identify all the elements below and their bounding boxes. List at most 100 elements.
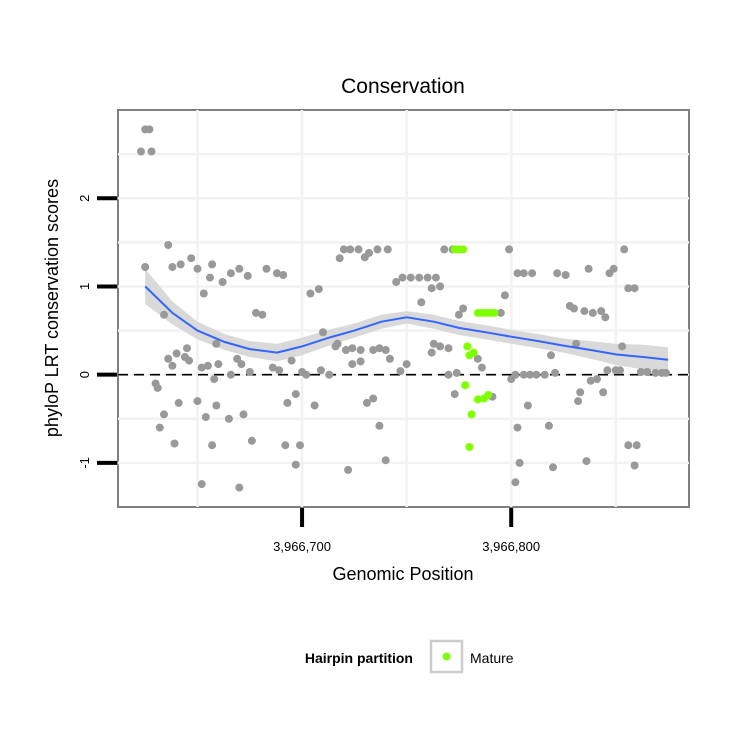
loess-line [144,285,669,361]
y-tick-label: 1 [77,283,92,290]
data-point [547,351,555,360]
y-axis-title: phyloP LRT conservation scores [42,179,62,437]
data-point [199,289,208,298]
data-point [362,398,371,407]
data-point [597,307,606,316]
data-point [185,356,194,365]
data-point [210,375,219,384]
data-point [283,398,292,407]
data-point [444,344,453,353]
data-point [331,342,340,351]
data-point [528,269,537,278]
data-point [532,370,541,379]
data-point [237,360,246,369]
data-point [381,346,390,354]
data-point [452,368,461,377]
data-point [287,356,296,365]
data-point [153,383,162,392]
data-point [593,375,601,384]
data-point [247,436,256,445]
confidence-band [145,268,669,372]
data-point [310,401,319,410]
data-point [344,465,353,474]
data-point [375,421,384,430]
data-point [586,376,595,385]
data-point [168,263,177,271]
data-point [226,370,235,379]
data-point [375,344,384,353]
data-point [632,441,641,450]
data-point [572,339,581,348]
data-point [624,284,633,293]
data-point [208,260,217,269]
data-point [513,269,522,278]
data-point [187,254,196,263]
data-point [459,304,468,313]
data-point [450,390,459,399]
data-point [540,370,549,379]
data-point [291,390,300,399]
data-point [218,278,227,286]
data-point [164,241,173,249]
y-tick-label: 2 [77,195,92,202]
mature-point [473,395,482,404]
data-point [369,394,378,403]
data-point [316,366,325,375]
data-point [519,370,528,379]
data-point [402,360,411,369]
data-point [427,348,436,357]
data-point [588,308,597,317]
data-point [348,360,357,369]
data-point [275,366,284,375]
mature-point [469,348,478,357]
data-point [346,245,355,254]
data-point [636,368,645,376]
data-point [513,423,522,432]
data-point [385,354,394,363]
data-point [440,245,449,254]
y-tick-label: -1 [77,457,92,469]
legend-key-mature [442,652,451,661]
data-point [268,363,277,372]
data-point [314,285,323,294]
data-point [197,363,206,372]
data-point [584,264,593,273]
data-point [141,263,150,271]
data-point [176,260,185,269]
data-point [155,423,164,432]
mature-point [461,381,470,390]
data-point [423,273,432,282]
data-point [580,307,589,316]
data-point [406,273,415,282]
data-point [356,357,365,366]
data-point [523,401,532,410]
data-point [273,269,281,278]
data-point [174,398,183,407]
data-point [239,410,248,419]
data-point [356,346,365,354]
data-point [365,248,373,257]
data-point [519,269,528,278]
data-point [208,441,217,450]
data-point [392,278,401,286]
data-point [643,368,652,376]
data-point [624,441,633,450]
data-point [296,441,304,450]
y-tick-label: 0 [77,371,92,378]
data-point [576,388,585,397]
data-point [258,310,267,319]
legend: Hairpin partition Mature [305,639,514,674]
data-point [170,439,179,448]
mature-point [467,410,476,419]
data-point [431,273,440,282]
data-point [164,354,173,363]
data-point [206,273,214,282]
data-point [243,271,252,280]
data-point [147,147,156,156]
data-point [553,269,562,278]
chart-title: Conservation [341,75,465,98]
data-point [193,264,202,273]
data-point [429,339,438,348]
mature-point [463,342,472,351]
data-point [335,254,344,263]
